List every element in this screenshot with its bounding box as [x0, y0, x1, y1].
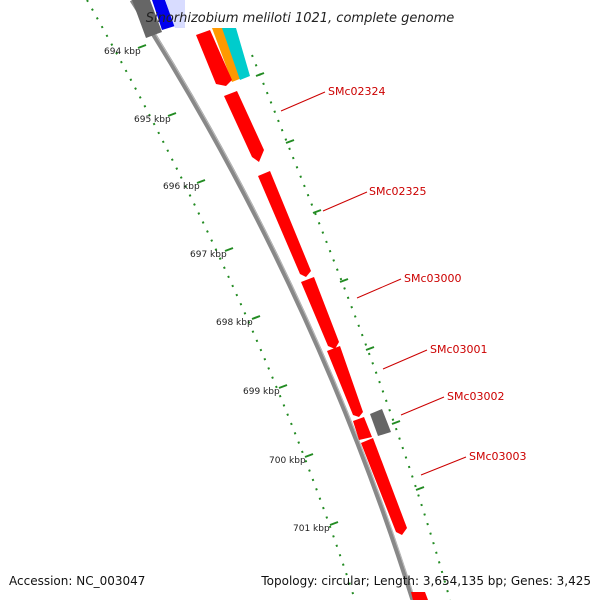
leader-3 [356, 278, 402, 299]
tick-label: 700 kbp [269, 456, 306, 466]
gene-label[interactable]: SMc02325 [369, 185, 427, 198]
accession-text: Accession: NC_003047 [9, 574, 146, 588]
tick-mark [196, 179, 206, 184]
tick-mark [255, 72, 265, 77]
tick-mark [339, 278, 349, 283]
leader-4 [382, 349, 428, 370]
gene-arrow-4 [301, 277, 339, 349]
leader-2 [322, 191, 368, 212]
tick-mark [224, 247, 234, 252]
tick-label: 696 kbp [163, 182, 200, 192]
cyan-gene-top [222, 28, 250, 80]
orange-gene-top [212, 28, 242, 82]
genome-backbone-highlight [133, 0, 416, 600]
leader-5 [400, 396, 445, 416]
tick-label: 695 kbp [134, 115, 171, 125]
tick-mark [167, 112, 177, 117]
tick-mark [278, 384, 288, 389]
lavender-band-top [165, 0, 185, 28]
right-tick-marks [255, 72, 425, 491]
tick-label: 701 kbp [293, 524, 330, 534]
tick-mark [304, 453, 314, 458]
tick-label: 698 kbp [216, 318, 253, 328]
gene-label[interactable]: SMc03000 [404, 272, 462, 285]
gene-label[interactable]: SMc03003 [469, 450, 527, 463]
top-gene-fragments [132, 0, 250, 82]
map-title: Sinorhizobium meliloti 1021, complete ge… [146, 11, 455, 26]
gray-gene-small [370, 409, 391, 436]
genome-backbone [129, 0, 416, 600]
tick-mark [251, 315, 261, 320]
leader-6 [420, 456, 467, 476]
gene-label[interactable]: SMc02324 [328, 85, 386, 98]
leader-1 [280, 91, 326, 112]
gene-label[interactable]: SMc03002 [447, 390, 505, 403]
gene-label[interactable]: SMc03001 [430, 343, 488, 356]
tick-label: 699 kbp [243, 387, 280, 397]
tick-mark [365, 346, 375, 351]
gene-features [196, 30, 428, 600]
blue-gene-top [152, 0, 175, 30]
tick-mark [285, 139, 295, 144]
tick-label: 697 kbp [190, 250, 227, 260]
gene-labels: SMc02324 SMc02325 SMc03000 SMc03001 SMc0… [328, 85, 527, 463]
gene-arrow-6 [353, 417, 372, 440]
gene-arrow-7 [361, 438, 407, 535]
tick-mark [391, 420, 401, 425]
tick-mark [137, 44, 147, 49]
gene-arrow-5 [327, 346, 363, 417]
tick-mark [329, 521, 339, 526]
right-tick-track [251, 54, 451, 600]
gene-arrow-1 [196, 30, 232, 86]
tick-labels: 694 kbp 695 kbp 696 kbp 697 kbp 698 kbp … [104, 47, 330, 534]
gene-arrow-2 [224, 91, 264, 162]
tick-mark [312, 209, 322, 214]
tick-mark [415, 486, 425, 491]
gene-label-leaders [280, 91, 467, 476]
tick-marks [137, 44, 339, 526]
gene-arrow-3 [258, 171, 311, 277]
tick-label: 694 kbp [104, 47, 141, 57]
gene-arrow-bottom [411, 592, 428, 600]
gray-gene-top-left [132, 0, 162, 38]
topology-text: Topology: circular; Length: 3,654,135 bp… [261, 574, 591, 588]
